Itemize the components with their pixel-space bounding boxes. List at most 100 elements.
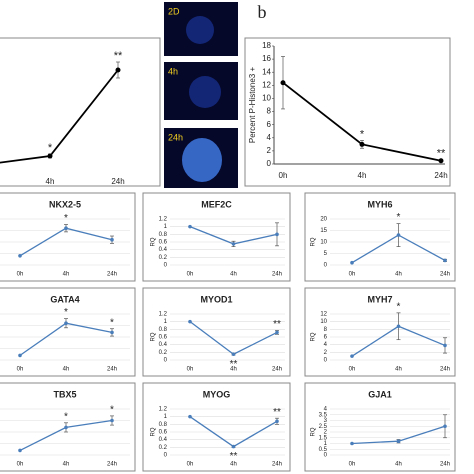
- significance-mark: *: [48, 142, 53, 154]
- significance-mark: **: [273, 407, 281, 418]
- y-tick-label: 4: [324, 407, 328, 413]
- y-tick-label: 0.2: [159, 350, 168, 356]
- y-tick-label: 10: [320, 240, 327, 246]
- data-point: [438, 158, 444, 164]
- y-tick-label: 2: [267, 146, 272, 155]
- data-point: [396, 233, 401, 237]
- y-tick-label: 1.2: [159, 312, 168, 318]
- x-tick-label: 4h: [230, 462, 237, 468]
- significance-mark: *: [397, 212, 401, 223]
- x-tick-label: 0h: [17, 367, 24, 373]
- x-tick-label: 0h: [17, 462, 24, 468]
- data-point: [64, 226, 68, 230]
- y-tick-label: 5: [324, 251, 328, 257]
- y-tick-label: 18: [262, 41, 271, 50]
- x-tick-label: 24h: [434, 171, 447, 180]
- x-tick-label: 0h: [349, 272, 356, 278]
- significance-mark: **: [114, 50, 123, 62]
- panel-label: b: [258, 2, 267, 22]
- chart-title: MEF2C: [201, 199, 232, 209]
- data-point: [64, 321, 68, 326]
- y-axis-label: RQ: [311, 237, 317, 246]
- x-tick-label: 4h: [46, 177, 55, 186]
- y-tick-label: 0: [164, 358, 168, 364]
- y-tick-label: 0: [324, 263, 328, 269]
- y-tick-label: 0.6: [159, 240, 168, 246]
- y-tick-label: 1: [324, 441, 328, 447]
- chart-title: MYOG: [203, 389, 231, 399]
- significance-mark: *: [110, 405, 114, 416]
- x-tick-label: 4h: [63, 462, 70, 468]
- y-tick-label: 0.4: [159, 342, 168, 348]
- data-point: [443, 343, 447, 348]
- significance-mark: **: [273, 319, 281, 330]
- chart-frame: [304, 382, 456, 472]
- y-tick-label: 0.4: [159, 437, 168, 443]
- y-axis-label: RQ: [151, 427, 157, 436]
- y-tick-label: 2: [324, 350, 328, 356]
- chart-title: TBX5: [53, 389, 76, 399]
- x-tick-label: 24h: [272, 367, 282, 373]
- x-tick-label: 0h: [187, 462, 194, 468]
- y-axis-label: RQ: [151, 332, 157, 341]
- data-point: [18, 353, 22, 358]
- data-point: [350, 260, 354, 265]
- data-point: [18, 254, 22, 258]
- x-tick-label: 24h: [107, 272, 117, 278]
- y-tick-label: 3.5: [319, 412, 328, 418]
- image-label: 24h: [168, 132, 183, 142]
- y-tick-label: 2.5: [319, 424, 328, 430]
- y-tick-label: 1.5: [319, 435, 328, 441]
- y-tick-label: 0.2: [159, 445, 168, 451]
- chart-frame: [0, 192, 136, 282]
- x-tick-label: 24h: [272, 462, 282, 468]
- y-tick-label: 10: [320, 319, 327, 325]
- x-tick-label: 0h: [349, 367, 356, 373]
- y-tick-label: 6: [267, 120, 272, 129]
- data-point: [275, 232, 279, 237]
- image-label: 2D: [168, 6, 180, 16]
- x-tick-label: 0h: [17, 272, 24, 278]
- significance-mark: **: [437, 147, 446, 159]
- x-tick-label: 4h: [395, 367, 402, 373]
- y-tick-label: 1: [164, 414, 168, 420]
- y-tick-label: 0.5: [319, 447, 328, 453]
- y-tick-label: 20: [320, 217, 327, 223]
- significance-mark: *: [64, 213, 68, 224]
- chart-title: NKX2-5: [49, 199, 81, 209]
- significance-mark: **: [230, 451, 238, 462]
- data-point: [275, 330, 279, 335]
- y-tick-label: 0: [164, 453, 168, 459]
- x-tick-label: 0h: [187, 367, 194, 373]
- y-tick-label: 4: [324, 342, 328, 348]
- y-tick-label: 4: [267, 133, 272, 142]
- cell: [182, 138, 222, 182]
- data-point: [188, 414, 192, 419]
- significance-mark: *: [110, 317, 114, 328]
- x-tick-label: 4h: [395, 272, 402, 278]
- y-tick-label: 3: [324, 418, 328, 424]
- chart-frame: [0, 37, 161, 187]
- data-point: [110, 237, 114, 242]
- data-point: [110, 330, 114, 335]
- image-label: 4h: [168, 66, 178, 76]
- significance-mark: *: [64, 307, 68, 318]
- data-point: [396, 324, 401, 329]
- data-point: [18, 448, 22, 453]
- y-tick-label: 0.6: [159, 430, 168, 436]
- y-tick-label: 6: [324, 335, 328, 341]
- data-point: [350, 441, 354, 446]
- y-tick-label: 0.6: [159, 335, 168, 341]
- chart-title: GJA1: [368, 389, 392, 399]
- data-point: [64, 425, 68, 430]
- x-tick-label: 4h: [395, 462, 402, 468]
- data-point: [275, 419, 279, 424]
- x-tick-label: 4h: [358, 171, 367, 180]
- significance-mark: **: [230, 359, 238, 370]
- x-tick-label: 0h: [279, 171, 288, 180]
- chart-frame: [142, 382, 291, 472]
- micrographs: 2D 4h 24h: [164, 2, 238, 188]
- y-tick-label: 0.8: [159, 422, 168, 428]
- y-tick-label: 1.2: [159, 217, 168, 223]
- data-point: [443, 424, 447, 429]
